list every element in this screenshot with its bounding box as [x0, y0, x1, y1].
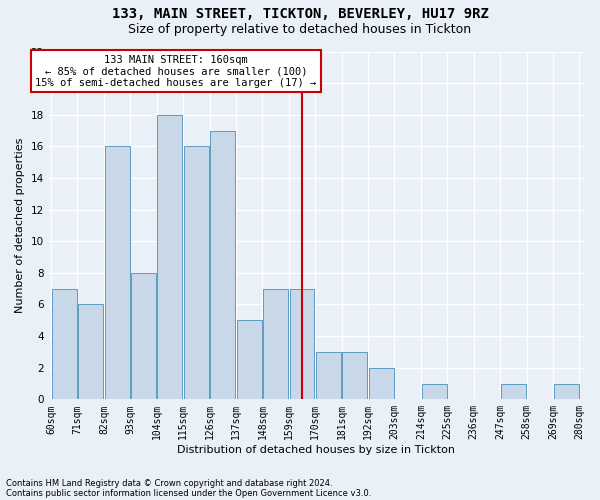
- Text: Contains HM Land Registry data © Crown copyright and database right 2024.: Contains HM Land Registry data © Crown c…: [6, 478, 332, 488]
- Bar: [263, 288, 288, 400]
- Bar: [78, 304, 103, 400]
- Bar: [554, 384, 578, 400]
- Bar: [157, 114, 182, 400]
- Bar: [131, 273, 156, 400]
- Bar: [343, 352, 367, 400]
- X-axis label: Distribution of detached houses by size in Tickton: Distribution of detached houses by size …: [178, 445, 455, 455]
- Bar: [52, 288, 77, 400]
- Bar: [369, 368, 394, 400]
- Bar: [236, 320, 262, 400]
- Bar: [184, 146, 209, 400]
- Text: 133 MAIN STREET: 160sqm
← 85% of detached houses are smaller (100)
15% of semi-d: 133 MAIN STREET: 160sqm ← 85% of detache…: [35, 54, 317, 88]
- Bar: [104, 146, 130, 400]
- Text: 133, MAIN STREET, TICKTON, BEVERLEY, HU17 9RZ: 133, MAIN STREET, TICKTON, BEVERLEY, HU1…: [112, 8, 488, 22]
- Bar: [316, 352, 341, 400]
- Text: Size of property relative to detached houses in Tickton: Size of property relative to detached ho…: [128, 22, 472, 36]
- Bar: [422, 384, 446, 400]
- Y-axis label: Number of detached properties: Number of detached properties: [15, 138, 25, 313]
- Bar: [210, 130, 235, 400]
- Bar: [501, 384, 526, 400]
- Bar: [290, 288, 314, 400]
- Text: Contains public sector information licensed under the Open Government Licence v3: Contains public sector information licen…: [6, 488, 371, 498]
